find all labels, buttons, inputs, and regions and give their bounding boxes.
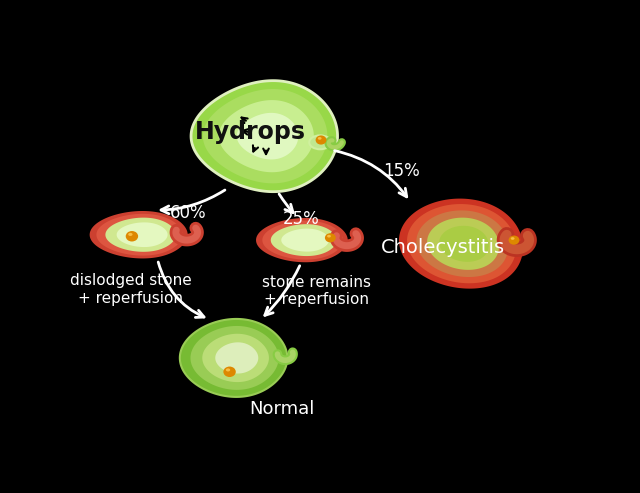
- Polygon shape: [256, 218, 348, 262]
- Polygon shape: [202, 334, 269, 382]
- Polygon shape: [427, 217, 499, 270]
- Ellipse shape: [509, 236, 520, 245]
- Ellipse shape: [327, 235, 331, 238]
- Polygon shape: [180, 319, 287, 397]
- Text: Normal: Normal: [249, 400, 314, 418]
- Polygon shape: [106, 217, 176, 252]
- Polygon shape: [237, 113, 298, 159]
- Polygon shape: [203, 89, 328, 183]
- Ellipse shape: [226, 368, 230, 371]
- Ellipse shape: [318, 137, 321, 140]
- Ellipse shape: [309, 136, 331, 149]
- Text: 25%: 25%: [282, 211, 319, 228]
- Text: Hydrops: Hydrops: [195, 120, 306, 144]
- Polygon shape: [439, 226, 489, 262]
- Polygon shape: [399, 199, 523, 288]
- Polygon shape: [219, 100, 314, 172]
- Text: 15%: 15%: [383, 162, 420, 180]
- Ellipse shape: [128, 233, 132, 236]
- Polygon shape: [215, 342, 259, 374]
- Ellipse shape: [223, 366, 236, 377]
- Polygon shape: [90, 211, 188, 258]
- Text: dislodged stone
+ reperfusion: dislodged stone + reperfusion: [70, 273, 191, 306]
- Text: Cholecystitis: Cholecystitis: [381, 238, 505, 257]
- Ellipse shape: [325, 233, 336, 243]
- Polygon shape: [262, 221, 343, 260]
- Ellipse shape: [125, 231, 138, 242]
- Ellipse shape: [511, 237, 515, 240]
- Polygon shape: [97, 214, 182, 255]
- Polygon shape: [271, 224, 337, 256]
- Polygon shape: [281, 229, 329, 251]
- Polygon shape: [191, 81, 337, 192]
- Text: stone remains
+ reperfusion: stone remains + reperfusion: [262, 275, 371, 307]
- Polygon shape: [417, 211, 508, 277]
- Polygon shape: [116, 222, 168, 247]
- Polygon shape: [407, 204, 516, 283]
- Ellipse shape: [316, 136, 326, 144]
- Polygon shape: [191, 326, 278, 390]
- Text: 60%: 60%: [170, 204, 207, 222]
